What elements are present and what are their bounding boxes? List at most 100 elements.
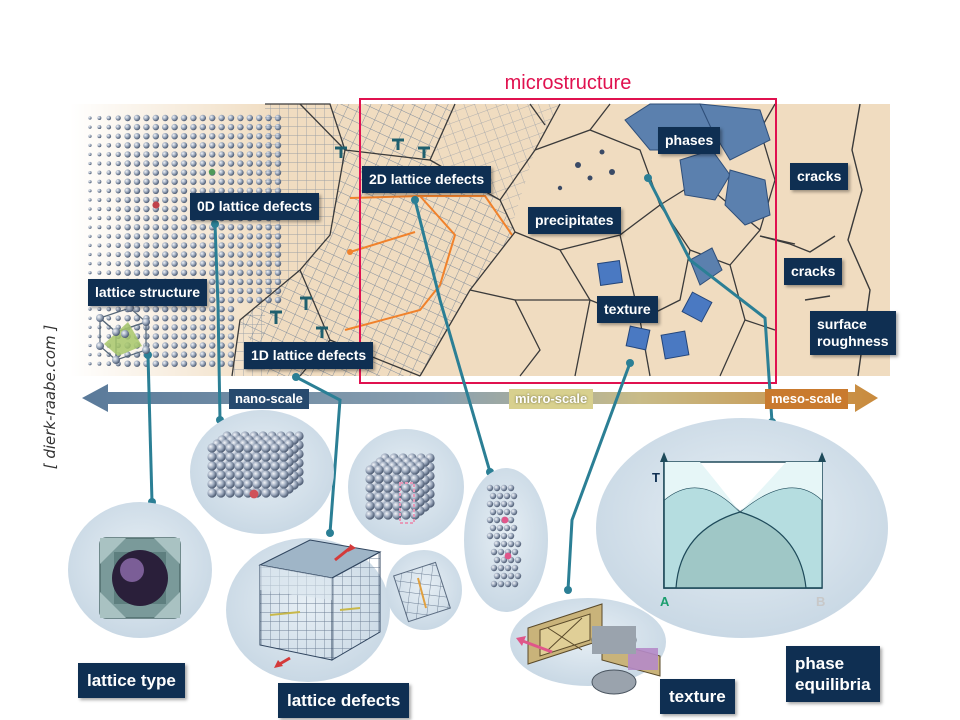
lattice-atom [143, 187, 150, 194]
cube-atom [243, 479, 253, 489]
lattice-atom [227, 287, 235, 295]
lattice-atom [171, 160, 178, 167]
lattice-atom [115, 224, 121, 230]
lattice-atom [218, 178, 225, 185]
lattice-atom [106, 306, 112, 312]
lattice-atom [256, 278, 263, 285]
gb-atom [507, 532, 515, 540]
phase-equilibria-label: phase equilibria [786, 646, 880, 702]
gb-atom [510, 492, 518, 500]
lattice-atom [115, 251, 121, 258]
lattice-atom [152, 196, 159, 204]
lattice-atom [227, 224, 235, 231]
lattice-atom [237, 133, 244, 140]
lattice-atom [190, 123, 197, 131]
microstructure-box [359, 98, 777, 384]
cube-atom [365, 483, 375, 493]
dislocation-block [258, 539, 382, 668]
lattice-atom [209, 251, 216, 258]
lattice-atom [227, 242, 235, 249]
lattice-atom [171, 269, 178, 276]
lattice-atom [133, 205, 141, 213]
cube-atom [279, 452, 289, 462]
gb-atom [507, 572, 515, 580]
lattice-atom [106, 206, 112, 212]
cube-atom [225, 470, 235, 480]
lattice-atom [152, 114, 159, 122]
lattice-atom [218, 305, 225, 313]
lattice-atom [237, 296, 244, 304]
lattice-atom [88, 334, 92, 338]
lattice-atom [97, 125, 102, 130]
lattice-atom [152, 260, 159, 267]
lattice-atom [237, 169, 244, 176]
lattice-atom [246, 296, 253, 304]
precipitate-dots [557, 149, 615, 191]
cube-atom [234, 443, 244, 453]
lattice-atom [124, 196, 131, 204]
lattice-atom [256, 296, 263, 304]
cube-atom [207, 452, 217, 462]
lattice-atom [199, 242, 206, 249]
cube-atom [410, 474, 420, 484]
lattice-atom [218, 224, 225, 231]
lattice-atom [88, 180, 92, 184]
cube-atom [216, 461, 226, 471]
lattice-atom [115, 151, 121, 158]
lattice-atom [180, 333, 188, 340]
lattice-atom [218, 315, 225, 322]
cube-atom [374, 492, 384, 502]
lattice-atom [246, 169, 253, 176]
lattice-atom [190, 333, 197, 340]
lattice-atom [124, 214, 131, 222]
lattice-atom [180, 160, 188, 167]
lattice-atom [180, 251, 188, 258]
cube-atom [225, 443, 235, 453]
lattice-atom [256, 142, 263, 149]
connector-lines [146, 177, 774, 591]
lattice-atom [97, 234, 102, 239]
cube-atom [207, 461, 217, 471]
lattice-atom [218, 142, 225, 149]
gb-atom [493, 540, 501, 548]
lattice-atom [152, 133, 159, 140]
lattice-atom [115, 188, 121, 194]
lattice-atom [199, 169, 206, 176]
lattice-atom [218, 187, 225, 194]
lattice-atom [152, 160, 159, 167]
lattice-atom [227, 342, 235, 349]
lattice-atom [133, 315, 141, 322]
lattice-atom [227, 251, 235, 258]
gb-atom [490, 580, 498, 588]
gb-atom [497, 564, 505, 572]
lattice-atom [97, 352, 102, 357]
atom-cube-point-defects [207, 431, 304, 499]
lattice-atom [106, 243, 112, 248]
lattice-atom [162, 324, 169, 331]
gb-atom [511, 564, 519, 572]
lattice-atom [209, 333, 216, 340]
lattice-atom [133, 187, 141, 194]
lattice-atom [162, 342, 169, 349]
lattice-atom [246, 251, 253, 258]
lattice-atom [209, 160, 216, 167]
lattice-atom [162, 142, 169, 149]
lattice-atom [209, 242, 216, 249]
gb-atom [504, 564, 512, 572]
lattice-atom [143, 114, 150, 122]
lattice-atom [162, 133, 169, 140]
lattice-atom [124, 178, 131, 185]
grain-boundary-bubble [464, 468, 548, 612]
cube-atom [216, 443, 226, 453]
lattice-atom [162, 178, 169, 185]
lattice-atom [88, 262, 92, 266]
gb-atom [493, 516, 501, 524]
lattice-atom [199, 324, 206, 331]
cube-atom [401, 465, 411, 475]
gb-atom [507, 484, 515, 492]
lattice-structure-label: lattice structure [88, 279, 208, 306]
lattice-atom [171, 133, 178, 140]
cube-atom [261, 461, 271, 471]
gb-atom [490, 564, 498, 572]
lattice-atom [256, 269, 263, 276]
